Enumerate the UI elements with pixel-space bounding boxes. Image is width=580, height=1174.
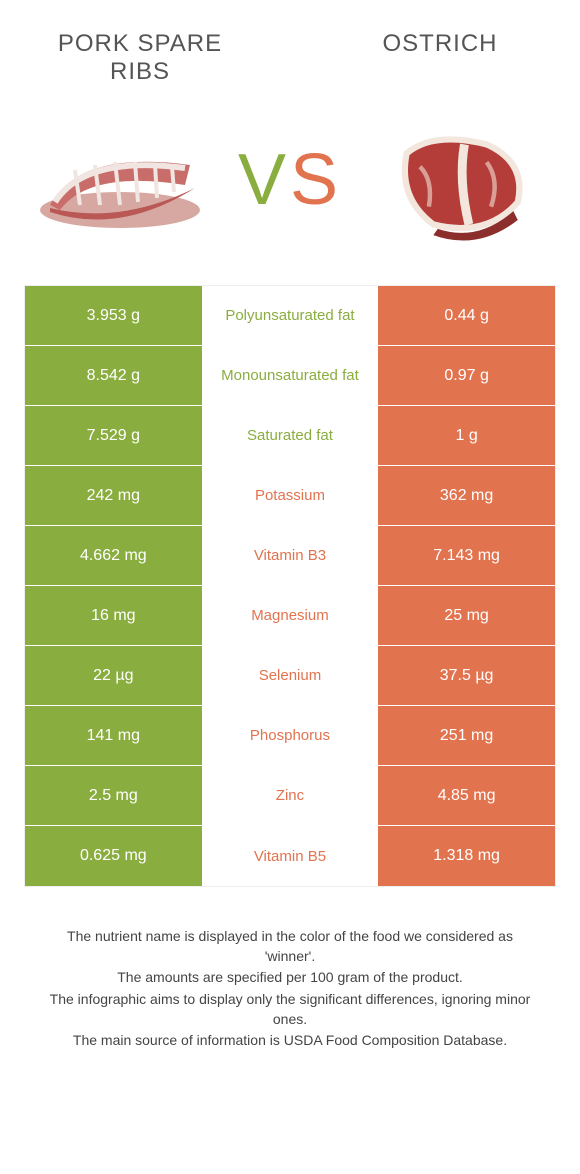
vs-v: V xyxy=(238,140,290,220)
left-value: 22 µg xyxy=(25,646,202,705)
right-value: 37.5 µg xyxy=(378,646,555,705)
header: Pork spare ribs Ostrich xyxy=(0,0,580,85)
left-value: 242 mg xyxy=(25,466,202,525)
left-value: 16 mg xyxy=(25,586,202,645)
nutrient-label: Saturated fat xyxy=(202,406,379,465)
table-row: 22 µgSelenium37.5 µg xyxy=(25,646,555,706)
footer-line-1: The nutrient name is displayed in the co… xyxy=(40,927,540,966)
right-food-title: Ostrich xyxy=(340,30,540,58)
left-value: 7.529 g xyxy=(25,406,202,465)
nutrient-label: Monounsaturated fat xyxy=(202,346,379,405)
footer-line-3: The infographic aims to display only the… xyxy=(40,990,540,1029)
table-row: 2.5 mgZinc4.85 mg xyxy=(25,766,555,826)
right-value: 0.97 g xyxy=(378,346,555,405)
table-row: 3.953 gPolyunsaturated fat0.44 g xyxy=(25,286,555,346)
right-value: 0.44 g xyxy=(378,286,555,345)
nutrient-label: Potassium xyxy=(202,466,379,525)
table-row: 0.625 mgVitamin B51.318 mg xyxy=(25,826,555,886)
left-value: 2.5 mg xyxy=(25,766,202,825)
images-row: VS xyxy=(0,85,580,285)
nutrient-label: Zinc xyxy=(202,766,379,825)
vs-label: VS xyxy=(238,139,342,221)
right-value: 1 g xyxy=(378,406,555,465)
table-row: 141 mgPhosphorus251 mg xyxy=(25,706,555,766)
right-value: 4.85 mg xyxy=(378,766,555,825)
left-value: 3.953 g xyxy=(25,286,202,345)
table-row: 242 mgPotassium362 mg xyxy=(25,466,555,526)
left-value: 141 mg xyxy=(25,706,202,765)
right-value: 251 mg xyxy=(378,706,555,765)
vs-s: S xyxy=(290,140,342,220)
nutrient-table: 3.953 gPolyunsaturated fat0.44 g8.542 gM… xyxy=(24,285,556,887)
left-food-title: Pork spare ribs xyxy=(40,30,240,85)
footer-notes: The nutrient name is displayed in the co… xyxy=(0,887,580,1051)
table-row: 8.542 gMonounsaturated fat0.97 g xyxy=(25,346,555,406)
table-row: 4.662 mgVitamin B37.143 mg xyxy=(25,526,555,586)
left-value: 4.662 mg xyxy=(25,526,202,585)
right-value: 362 mg xyxy=(378,466,555,525)
left-food-image xyxy=(30,110,210,250)
table-row: 16 mgMagnesium25 mg xyxy=(25,586,555,646)
left-value: 8.542 g xyxy=(25,346,202,405)
table-row: 7.529 gSaturated fat1 g xyxy=(25,406,555,466)
nutrient-label: Selenium xyxy=(202,646,379,705)
footer-line-2: The amounts are specified per 100 gram o… xyxy=(40,968,540,988)
nutrient-label: Vitamin B3 xyxy=(202,526,379,585)
right-value: 25 mg xyxy=(378,586,555,645)
footer-line-4: The main source of information is USDA F… xyxy=(40,1031,540,1051)
left-value: 0.625 mg xyxy=(25,826,202,886)
nutrient-label: Magnesium xyxy=(202,586,379,645)
right-value: 1.318 mg xyxy=(378,826,555,886)
right-food-image xyxy=(370,110,550,250)
nutrient-label: Vitamin B5 xyxy=(202,826,379,886)
nutrient-label: Polyunsaturated fat xyxy=(202,286,379,345)
right-value: 7.143 mg xyxy=(378,526,555,585)
nutrient-label: Phosphorus xyxy=(202,706,379,765)
